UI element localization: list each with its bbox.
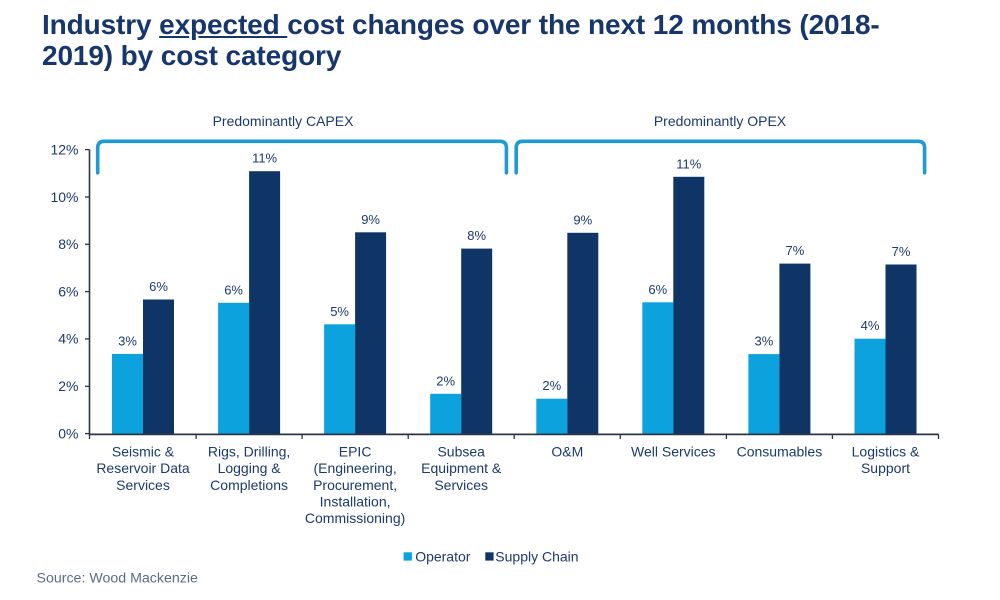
svg-text:Support: Support (861, 460, 910, 476)
svg-text:Operator: Operator (415, 549, 471, 565)
svg-text:9%: 9% (361, 212, 380, 227)
svg-text:Logging &: Logging & (218, 460, 282, 476)
svg-text:8%: 8% (58, 236, 78, 252)
svg-text:Predominantly CAPEX: Predominantly CAPEX (213, 113, 355, 129)
svg-text:4%: 4% (861, 318, 880, 333)
svg-text:10%: 10% (50, 189, 78, 205)
svg-text:Subsea: Subsea (437, 444, 485, 460)
svg-text:8%: 8% (467, 228, 486, 243)
svg-text:3%: 3% (118, 333, 137, 348)
svg-text:5%: 5% (330, 304, 349, 319)
svg-text:2%: 2% (58, 378, 78, 394)
svg-text:Procurement,: Procurement, (313, 477, 397, 493)
svg-text:Services: Services (434, 477, 488, 493)
svg-text:Predominantly OPEX: Predominantly OPEX (654, 113, 787, 129)
svg-text:Commissioning): Commissioning) (305, 510, 405, 526)
svg-text:6%: 6% (58, 283, 78, 299)
svg-text:Rigs, Drilling,: Rigs, Drilling, (208, 444, 290, 460)
svg-text:6%: 6% (648, 282, 667, 297)
svg-text:12%: 12% (50, 141, 78, 157)
svg-text:7%: 7% (892, 244, 911, 259)
svg-text:Installation,: Installation, (320, 493, 391, 509)
svg-text:Well Services: Well Services (631, 444, 716, 460)
svg-text:6%: 6% (149, 279, 168, 294)
svg-text:Supply Chain: Supply Chain (495, 549, 578, 565)
svg-text:4%: 4% (58, 331, 78, 347)
svg-text:9%: 9% (573, 212, 592, 227)
svg-text:Seismic &: Seismic & (112, 444, 175, 460)
svg-text:2%: 2% (436, 373, 455, 388)
svg-text:Reservoir Data: Reservoir Data (96, 460, 190, 476)
svg-text:11%: 11% (676, 156, 701, 171)
svg-text:Source: Wood Mackenzie: Source: Wood Mackenzie (37, 571, 199, 587)
svg-text:(Engineering,: (Engineering, (313, 460, 396, 476)
svg-text:EPIC: EPIC (339, 444, 372, 460)
svg-text:Consumables: Consumables (737, 444, 823, 460)
svg-text:7%: 7% (786, 243, 805, 258)
svg-text:Completions: Completions (210, 477, 288, 493)
svg-text:Equipment &: Equipment & (421, 460, 502, 476)
svg-text:O&M: O&M (551, 444, 583, 460)
svg-text:Logistics &: Logistics & (852, 444, 920, 460)
svg-text:3%: 3% (755, 334, 774, 349)
svg-text:2%: 2% (542, 378, 561, 393)
svg-text:11%: 11% (252, 151, 277, 166)
svg-text:Services: Services (116, 477, 170, 493)
svg-text:0%: 0% (58, 425, 78, 441)
svg-text:6%: 6% (224, 282, 243, 297)
